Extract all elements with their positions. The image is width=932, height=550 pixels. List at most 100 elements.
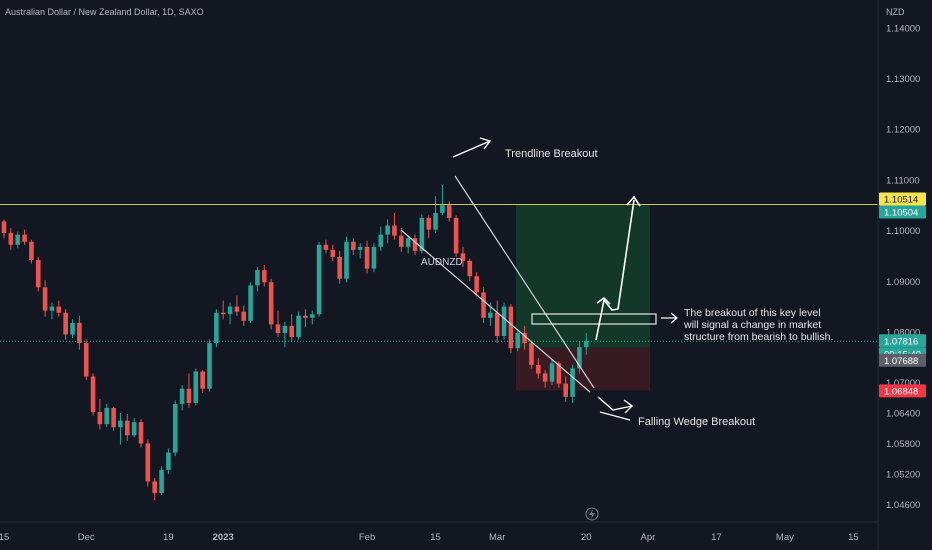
candle-body [104,407,110,425]
key-note-line-3: structure from bearish to bullish. [684,331,833,343]
flash-icon-bolt [589,509,595,519]
candle-body [248,285,253,321]
candle-body [323,244,329,250]
candle-body [371,246,377,269]
price-tick-label: 1.08000 [886,327,920,338]
candle-body [529,343,534,365]
stop-badge-text: 1.06848 [884,386,918,397]
candle-body [419,217,425,251]
stop-badge [879,384,926,398]
candle-body [8,233,14,245]
flash-icon[interactable] [585,507,599,521]
price-tick-label: 1.07000 [886,378,920,389]
candle-body [145,443,151,482]
price-tick-label: 1.04600 [886,500,920,511]
price-tick-label: 1.10000 [886,226,920,237]
candle-body [364,246,370,269]
wedge-breakout-arrow [597,396,633,411]
key-note-arrowhead [670,312,678,324]
candle-body [309,314,315,318]
candle-body [172,403,178,453]
entry-badge [879,353,926,367]
candle-body [303,315,308,318]
candle-body [385,225,390,235]
price-tick-label: 1.06400 [886,409,920,420]
candle-body [207,343,212,389]
time-tick-label: 19 [163,532,174,543]
time-tick-label: 2023 [213,532,234,543]
candle-body [494,312,500,337]
candle-body [234,306,240,312]
last-price-badge-text: 1.07816 [884,336,918,347]
candle-body [63,312,68,335]
candle-body [166,452,171,470]
candle-body [255,270,260,286]
candle-body [56,306,62,313]
candle-body [241,311,247,321]
candle-body [97,412,103,425]
candle-body [29,241,34,260]
time-tick-label: 15 [430,532,441,543]
candle-body [125,420,130,436]
price-axis[interactable]: 1.04600 1.05200 1.05800 1.06400 1.07000 1.080… [886,23,920,510]
candle-body [433,212,438,230]
candle-body [214,312,219,344]
candle-body [316,244,322,315]
candle-body [268,282,274,325]
candle-body [542,373,548,382]
candle-body [131,422,137,436]
projected-path [595,199,635,341]
candle-body [536,364,541,374]
time-tick-label: 20 [581,532,592,543]
candle-body [70,322,75,335]
time-tick-label: 15 [0,532,9,543]
pair-label: AUDNZD [421,257,463,268]
candle-body [570,368,575,397]
price-tick-label: 1.09000 [886,277,920,288]
time-tick-label: 15 [848,532,859,543]
candle-body [344,241,349,279]
candle-body [508,306,514,349]
candle-body [42,287,48,311]
candle-body [440,205,445,213]
candle-body [446,205,452,218]
candle-body [282,325,288,333]
candle-body [262,270,267,283]
key-note-line-1: The breakout of this key level [684,307,821,319]
last-price-badge [879,334,926,348]
candle-body [179,388,185,404]
candle-body [337,256,342,279]
candle-body [453,217,459,254]
candle-body [77,322,82,344]
time-tick-label: Dec [78,532,95,543]
wedge-breakout-arrowhead [623,399,634,414]
candle-body [152,481,157,494]
key-level-box [531,313,657,325]
time-tick-label: Mar [489,532,505,543]
candle-body [138,422,144,444]
candle-body [378,234,384,247]
candle-body [193,371,199,403]
candle-body [556,363,562,384]
candle-body [289,325,294,338]
time-axis[interactable]: 15 Dec 19 2023 Feb 15 Mar 20 Apr 17 May 15 [0,532,859,543]
candle-body [159,469,164,494]
candle-body [460,253,466,261]
candle-body [522,332,527,344]
candle-body [412,238,418,251]
time-tick-label: May [776,532,794,543]
candle-body [392,225,397,236]
candle-body [563,383,568,397]
candle-body [220,312,226,315]
candle-body [83,343,89,377]
wedge-label-arrow [599,411,631,421]
candle-body [186,388,192,403]
candle-body [426,217,431,230]
price-tick-label: 1.14000 [886,23,920,34]
candle-body [357,246,363,250]
price-tick-label: 1.05200 [886,469,920,480]
candle-body [583,341,589,348]
candle-body [118,420,123,428]
